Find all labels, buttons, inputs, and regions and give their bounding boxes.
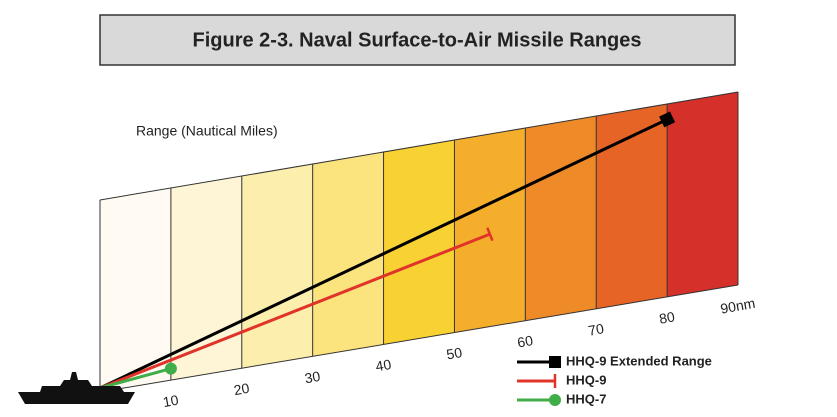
- range-band: [667, 92, 738, 297]
- plot: HHQ-9 Extended Range HHQ-9 HHQ-7: [99, 111, 712, 406]
- legend-label: HHQ-9: [566, 372, 606, 387]
- x-tick-label: 90nm: [719, 295, 756, 317]
- legend-marker: [549, 356, 561, 368]
- range-band: [241, 164, 313, 369]
- range-end-marker: [164, 362, 177, 375]
- axis-line: [99, 91, 739, 201]
- range-end-marker: [659, 111, 676, 128]
- legend-marker: [549, 394, 561, 406]
- legend-label: HHQ-7: [566, 391, 606, 406]
- x-tick-label: 10: [162, 392, 180, 410]
- range-band: [596, 104, 668, 309]
- title-box: [99, 14, 736, 66]
- chart-title: Figure 2-3. Naval Surface-to-Air Missile…: [192, 29, 641, 51]
- x-tick-label: 20: [232, 380, 250, 398]
- x-tick-label: 80: [658, 308, 676, 326]
- legend-label: HHQ-9 Extended Range: [566, 353, 712, 368]
- ship-icon: [18, 372, 135, 404]
- x-tick-label: 70: [587, 320, 605, 338]
- x-tick-label: 30: [303, 368, 321, 386]
- axis-line: [99, 284, 739, 393]
- range-line: [99, 367, 172, 390]
- range-band: [383, 140, 455, 345]
- range-line: [99, 232, 491, 390]
- range-band: [312, 152, 384, 357]
- range-bands: 10 20 30 40 50 60 70 80 90nm: [99, 91, 756, 410]
- range-band: [525, 116, 597, 321]
- range-band: [100, 188, 171, 392]
- axis-title: Range (Nautical Miles): [136, 123, 278, 139]
- x-tick-label: 60: [516, 332, 534, 350]
- x-tick-label: 40: [374, 356, 392, 374]
- range-end-marker: [486, 227, 494, 242]
- x-tick-label: 50: [445, 344, 463, 362]
- range-band: [454, 128, 526, 333]
- range-line: [99, 118, 668, 390]
